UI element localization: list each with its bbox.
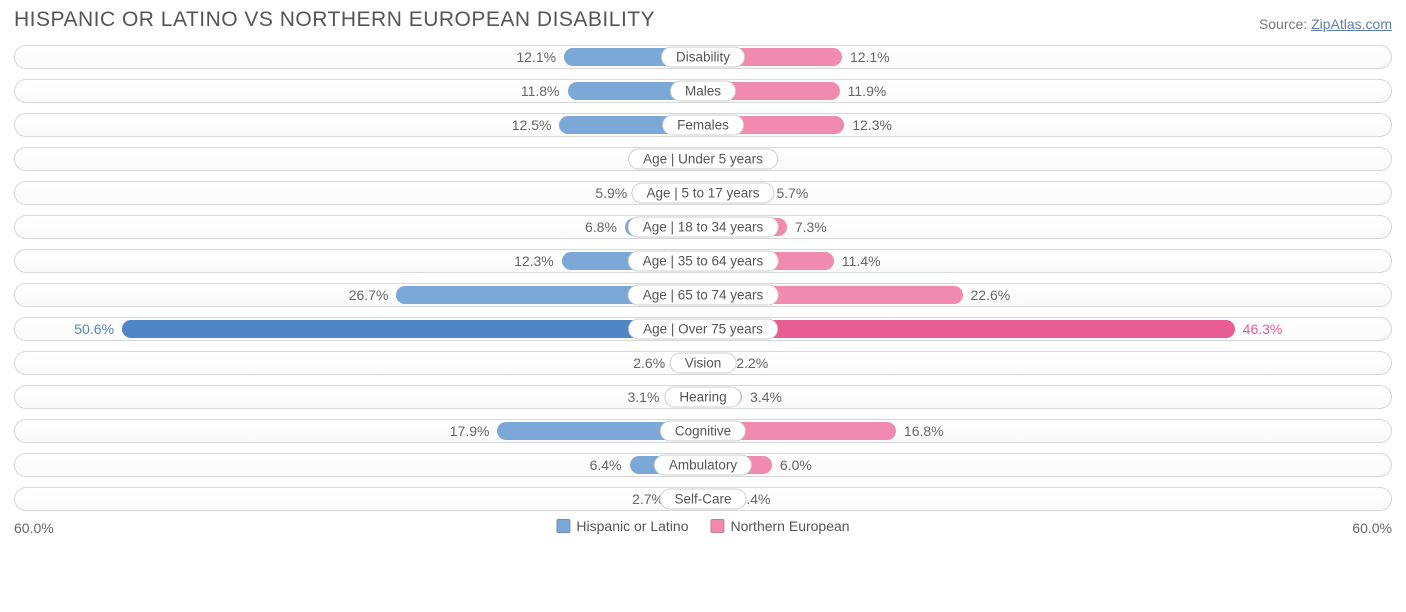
axis-max-left: 60.0% bbox=[14, 520, 54, 536]
value-right: 2.2% bbox=[736, 355, 768, 371]
legend-label: Northern European bbox=[730, 518, 849, 534]
chart-container: HISPANIC OR LATINO VS NORTHERN EUROPEAN … bbox=[0, 0, 1406, 552]
bar-row: 12.3% 11.4% Age | 35 to 64 years bbox=[14, 246, 1392, 276]
category-label: Cognitive bbox=[660, 421, 746, 442]
legend-item: Northern European bbox=[710, 518, 849, 534]
category-label: Age | Over 75 years bbox=[628, 319, 778, 340]
value-right: 12.1% bbox=[850, 49, 890, 65]
category-label: Males bbox=[670, 81, 736, 102]
value-left: 12.3% bbox=[514, 253, 554, 269]
value-left: 11.8% bbox=[521, 83, 560, 99]
bar-row: 17.9% 16.8% Cognitive bbox=[14, 416, 1392, 446]
bar-row: 2.7%2.4%Self-Care bbox=[14, 484, 1392, 514]
value-left: 12.5% bbox=[512, 117, 552, 133]
value-right: 12.3% bbox=[852, 117, 892, 133]
category-label: Age | 65 to 74 years bbox=[628, 285, 779, 306]
value-right: 46.3% bbox=[1243, 321, 1283, 337]
category-label: Hearing bbox=[664, 387, 741, 408]
value-left: 5.9% bbox=[595, 185, 627, 201]
category-label: Females bbox=[662, 115, 744, 136]
bar-row: 6.8% 7.3% Age | 18 to 34 years bbox=[14, 212, 1392, 242]
bar-row: 2.6% 2.2%Vision bbox=[14, 348, 1392, 378]
diverging-bar-chart: 12.1% 12.1% Disability 11.8% 11.9% Males 12.5%… bbox=[14, 42, 1392, 514]
value-right: 11.4% bbox=[842, 253, 881, 269]
value-left: 17.9% bbox=[450, 423, 490, 439]
value-right: 6.0% bbox=[780, 457, 812, 473]
chart-title: HISPANIC OR LATINO VS NORTHERN EUROPEAN … bbox=[14, 8, 655, 32]
bar-row: 6.4% 6.0% Ambulatory bbox=[14, 450, 1392, 480]
axis-max-right: 60.0% bbox=[1352, 520, 1392, 536]
bar-row: 11.8% 11.9% Males bbox=[14, 76, 1392, 106]
legend-label: Hispanic or Latino bbox=[576, 518, 688, 534]
legend-swatch bbox=[710, 519, 724, 533]
legend: Hispanic or Latino Northern European bbox=[556, 518, 849, 534]
source-attribution: Source: ZipAtlas.com bbox=[1259, 16, 1392, 32]
category-label: Age | Under 5 years bbox=[628, 149, 778, 170]
value-left: 26.7% bbox=[349, 287, 389, 303]
value-right: 5.7% bbox=[776, 185, 808, 201]
value-right: 16.8% bbox=[904, 423, 944, 439]
bar-right bbox=[703, 320, 1235, 338]
category-label: Age | 5 to 17 years bbox=[631, 183, 774, 204]
value-right: 11.9% bbox=[848, 83, 887, 99]
value-left: 2.6% bbox=[633, 355, 665, 371]
value-right: 7.3% bbox=[795, 219, 827, 235]
source-prefix: Source: bbox=[1259, 16, 1311, 32]
bar-row: 3.1% 3.4% Hearing bbox=[14, 382, 1392, 412]
bar-row: 26.7% 22.6% Age | 65 to 74 years bbox=[14, 280, 1392, 310]
value-left: 6.8% bbox=[585, 219, 617, 235]
category-label: Disability bbox=[661, 47, 745, 68]
legend-item: Hispanic or Latino bbox=[556, 518, 688, 534]
category-label: Age | 35 to 64 years bbox=[628, 251, 779, 272]
source-link[interactable]: ZipAtlas.com bbox=[1311, 16, 1392, 32]
category-label: Self-Care bbox=[659, 489, 746, 510]
category-label: Ambulatory bbox=[654, 455, 752, 476]
category-label: Age | 18 to 34 years bbox=[628, 217, 779, 238]
bar-row: 5.9% 5.7%Age | 5 to 17 years bbox=[14, 178, 1392, 208]
legend-swatch bbox=[556, 519, 570, 533]
header: HISPANIC OR LATINO VS NORTHERN EUROPEAN … bbox=[14, 8, 1392, 32]
value-left: 3.1% bbox=[627, 389, 659, 405]
value-left: 6.4% bbox=[590, 457, 622, 473]
bar-row: 12.5% 12.3% Females bbox=[14, 110, 1392, 140]
category-label: Vision bbox=[670, 353, 737, 374]
value-right: 22.6% bbox=[971, 287, 1011, 303]
value-left: 12.1% bbox=[516, 49, 556, 65]
bar-row: 12.1% 12.1% Disability bbox=[14, 42, 1392, 72]
value-right: 3.4% bbox=[750, 389, 782, 405]
bar-row: 1.3%1.6%Age | Under 5 years bbox=[14, 144, 1392, 174]
value-left: 50.6% bbox=[74, 321, 114, 337]
bar-row: 50.6% 46.3% Age | Over 75 years bbox=[14, 314, 1392, 344]
chart-footer: 60.0% 60.0% Hispanic or Latino Northern E… bbox=[14, 518, 1392, 542]
bar-left bbox=[122, 320, 703, 338]
